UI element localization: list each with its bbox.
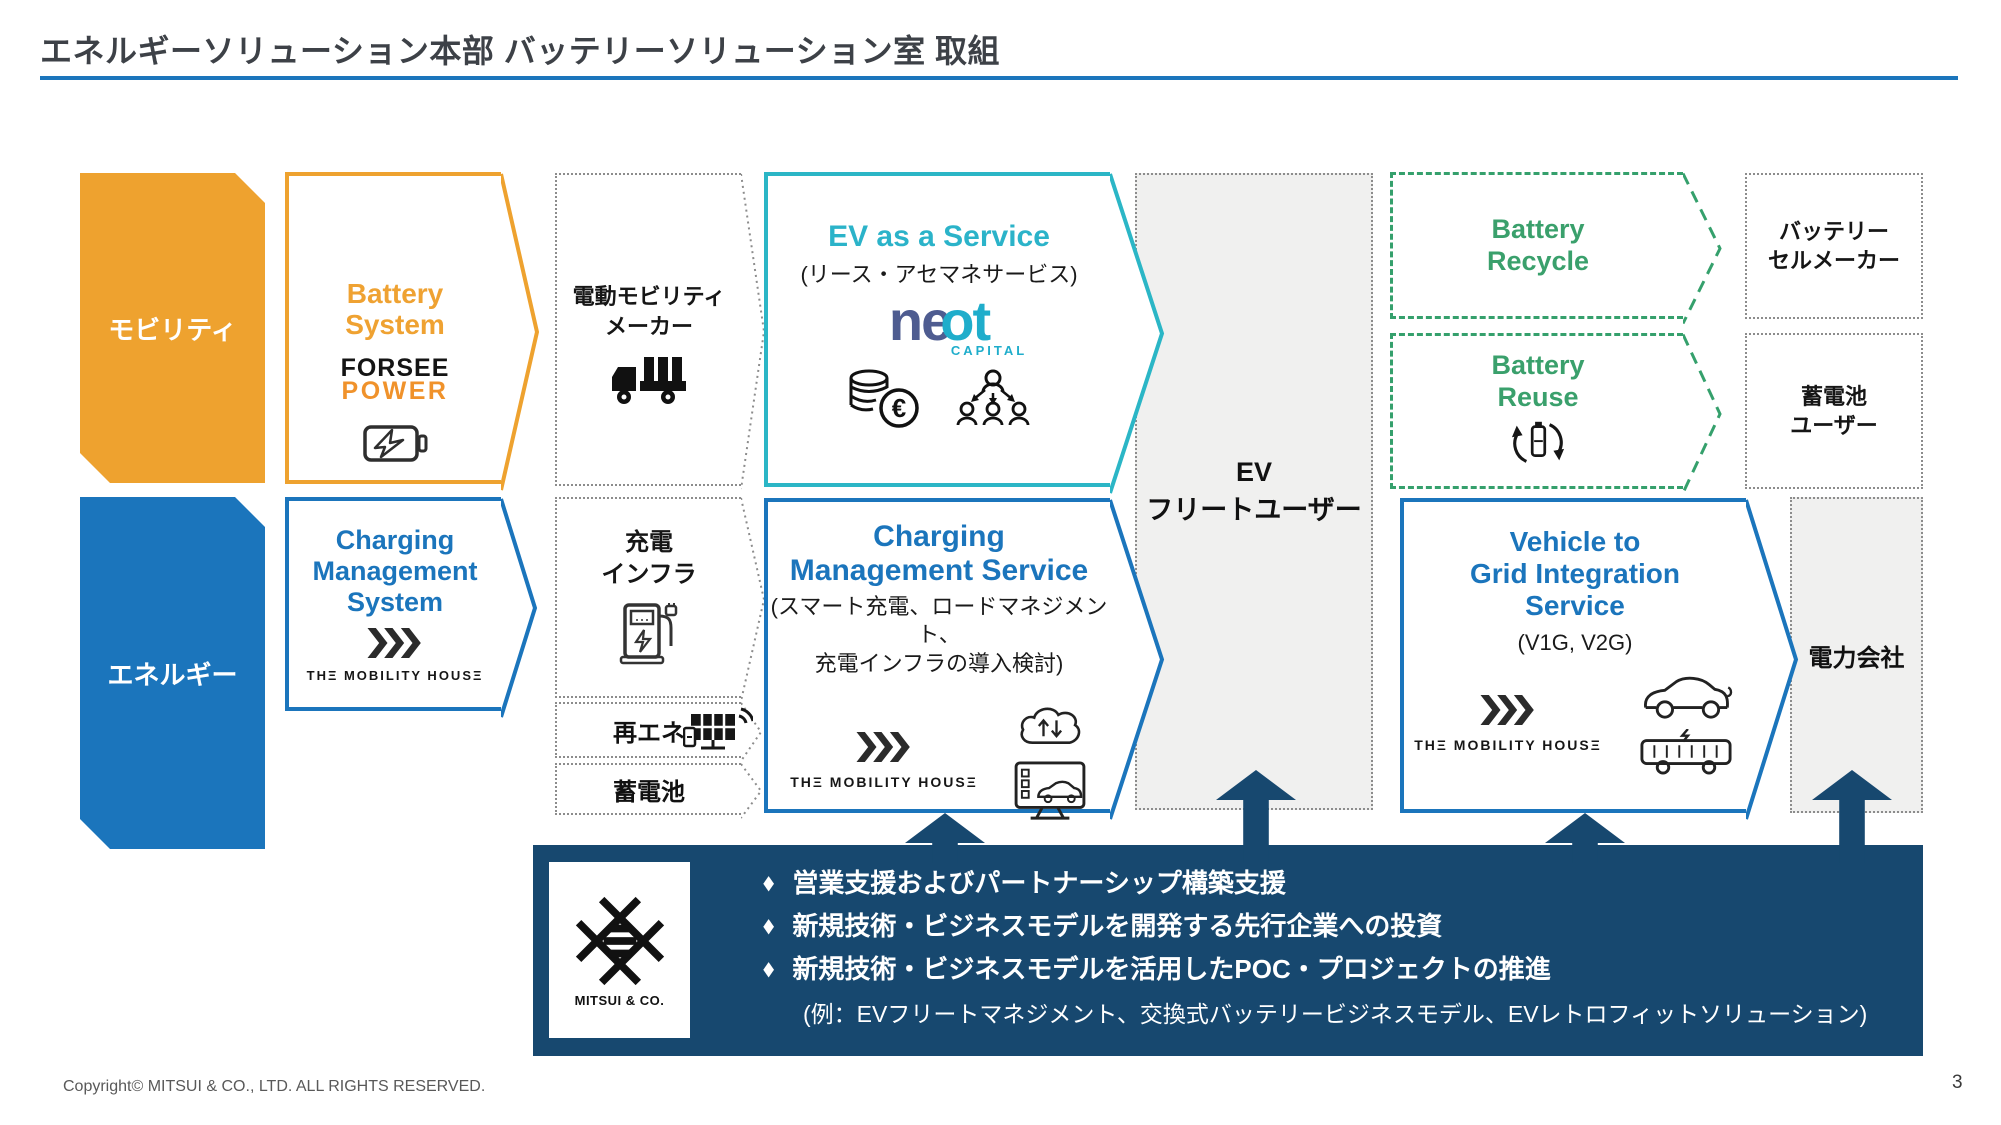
lane-label-energy: エネルギー	[80, 497, 265, 849]
forsee-power-logo: FORSEE POWER	[340, 353, 450, 406]
mitsui-logo-icon	[575, 896, 664, 985]
storage-battery-box: 蓄電池	[555, 763, 763, 819]
battery-reuse-box: Battery Reuse	[1390, 333, 1722, 494]
battery-cell-maker-label: バッテリー セルメーカー	[1767, 218, 1900, 273]
electric-bus-icon	[1640, 728, 1732, 775]
charging-mgmt-service-title: Charging Management Service	[789, 520, 1089, 587]
page-title: エネルギーソリューション本部 バッテリーソリューション室 取組	[40, 33, 1001, 69]
battery-system-title: Battery System	[345, 277, 445, 341]
cloud-transfer-icon	[1020, 707, 1081, 744]
lane-mobility-text: モビリティ	[108, 314, 237, 345]
monitor-car-icon	[1014, 761, 1086, 820]
charging-mgmt-system-box: Charging Management System THΞ MOBILITY …	[285, 497, 538, 718]
ev-fleet-user-box: EV フリートユーザー	[1135, 173, 1373, 810]
battery-system-box: Battery System FORSEE POWER	[285, 172, 540, 491]
lane-label-mobility: モビリティ	[80, 173, 265, 483]
page-number: 3	[1952, 1072, 1963, 1093]
dotted-arrow-tip	[741, 763, 763, 819]
blue-arrow-tip	[501, 498, 538, 718]
storage-battery-user-box: 蓄電池 ユーザー	[1745, 333, 1923, 489]
v2g-title: Vehicle to Grid Integration Service	[1470, 526, 1680, 622]
banner-note: (例：EVフリートマネジメント、交換式バッテリービジネスモデル、EVレトロフィッ…	[803, 1001, 1868, 1028]
battery-reuse-title: Battery Reuse	[1491, 350, 1585, 412]
orange-arrow-tip	[501, 173, 540, 491]
ev-fleet-user-label: EV フリートユーザー	[1146, 456, 1362, 525]
mitsui-logo-tile: MITSUI & CO.	[549, 862, 690, 1038]
v2g-subtitle: (V1G, V2G)	[1517, 629, 1633, 655]
mitsui-support-banner: MITSUI & CO. ◆ 営業支援およびパートナーシップ構築支援 ◆ 新規技…	[533, 845, 1923, 1056]
renewable-energy-label: 再エネ	[613, 719, 685, 747]
mitsui-logo-caption: MITSUI & CO.	[574, 992, 665, 1008]
solar-panel-icon	[683, 707, 753, 750]
car-icon	[1643, 676, 1732, 719]
battery-charge-icon	[363, 425, 428, 462]
triple-chevron-icon	[856, 731, 910, 762]
charging-infra-box: 充電 インフラ	[555, 497, 766, 702]
triple-chevron-icon	[1480, 694, 1534, 725]
power-company-label: 電力会社	[1808, 644, 1905, 672]
power-company-box: 電力会社	[1790, 497, 1923, 813]
charging-mgmt-service-subtitle: (スマート充電、ロードマネジメント、 充電インフラの導入検討)	[770, 594, 1108, 676]
mobility-house-logo: THΞ MOBILITY HOUSΞ	[306, 668, 484, 684]
storage-battery-label: 蓄電池	[613, 778, 685, 806]
battery-recycle-icon	[1511, 421, 1565, 463]
banner-bullet: ◆ 営業支援およびパートナーシップ構築支援	[763, 868, 1286, 898]
charging-mgmt-service-box: Charging Management Service (スマート充電、ロードマ…	[764, 498, 1165, 820]
diamond-bullet-icon: ◆	[763, 872, 775, 894]
banner-bullet: ◆ 新規技術・ビジネスモデルを開発する先行企業への投資	[763, 910, 1443, 941]
banner-bullet: ◆ 新規技術・ビジネスモデルを活用したPOC・プロジェクトの推進	[763, 953, 1551, 984]
title-underline	[40, 76, 1958, 80]
storage-battery-user-label: 蓄電池 ユーザー	[1790, 383, 1878, 438]
neot-capital-logo: neot CAPITAL	[888, 289, 1028, 358]
mobility-house-logo: THΞ MOBILITY HOUSΞ	[790, 731, 978, 790]
battery-cell-maker-box: バッテリー セルメーカー	[1745, 173, 1923, 319]
ev-charger-icon	[619, 603, 678, 665]
green-arrow-tip	[1683, 172, 1722, 325]
truck-icon	[612, 356, 686, 404]
battery-recycle-box: Battery Recycle	[1390, 172, 1722, 325]
lane-energy-text: エネルギー	[107, 659, 238, 690]
org-chart-icon	[956, 369, 1030, 426]
banner-bullet-list: ◆ 営業支援およびパートナーシップ構築支援 ◆ 新規技術・ビジネスモデルを開発す…	[761, 867, 1867, 1029]
charging-infra-label: 充電 インフラ	[601, 528, 697, 588]
diamond-bullet-icon: ◆	[763, 957, 775, 980]
ev-as-a-service-box: EV as a Service (リース・アセマネサービス) neot CAPI…	[764, 172, 1165, 494]
triple-chevron-icon	[367, 628, 421, 659]
euro-coins-icon: €	[849, 369, 919, 428]
ev-mobility-maker-box: 電動モビリティ メーカー	[555, 173, 766, 490]
ev-mobility-maker-label: 電動モビリティ メーカー	[572, 284, 726, 339]
charging-mgmt-system-title: Charging Management System	[312, 524, 478, 618]
ev-service-subtitle: (リース・アセマネサービス)	[800, 262, 1078, 287]
battery-recycle-title: Battery Recycle	[1486, 213, 1590, 276]
v2g-service-box: Vehicle to Grid Integration Service (V1G…	[1400, 498, 1799, 820]
copyright-text: Copyright© MITSUI & CO., LTD. ALL RIGHTS…	[63, 1078, 486, 1095]
mobility-house-logo: THΞ MOBILITY HOUSΞ	[1414, 694, 1602, 753]
ev-service-title: EV as a Service	[828, 220, 1050, 253]
diamond-bullet-icon: ◆	[763, 914, 775, 937]
svg-text:€: €	[892, 393, 906, 423]
renewable-energy-box: 再エネ	[555, 702, 763, 762]
green-arrow-tip	[1683, 333, 1722, 494]
